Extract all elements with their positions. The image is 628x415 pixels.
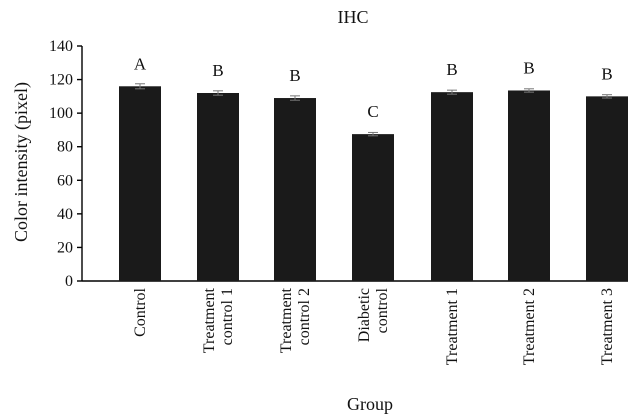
significance-label: A [134,54,147,73]
x-tick-label: Treatment 2 [521,288,538,365]
x-tick-label: control 2 [296,288,313,345]
x-tick-label: control 1 [219,288,236,345]
y-tick-label: 120 [49,72,73,89]
significance-label: B [289,66,300,85]
significance-label: C [367,102,378,121]
chart-title: IHC [338,7,369,27]
y-tick-label: 60 [57,172,73,189]
bar [586,96,628,281]
significance-label: B [212,61,223,80]
bar [197,93,239,281]
significance-label: B [601,64,612,83]
bar [431,92,473,282]
bar [352,134,394,281]
y-tick-label: 140 [49,38,73,55]
significance-label: B [523,58,534,77]
x-tick-label: Treatment 1 [444,288,461,365]
y-tick-label: 80 [57,139,73,156]
x-axis-label: Group [347,394,393,414]
bar [119,86,161,282]
x-tick-label: Diabetic [356,288,373,342]
x-tick-label: Treatment 3 [599,288,616,365]
bar [274,98,316,282]
bar [508,90,550,281]
significance-label: B [446,60,457,79]
x-tick-label: Treatment [278,287,295,353]
x-tick-label: Treatment [201,287,218,353]
y-tick-label: 100 [49,105,73,122]
y-axis-label: Color intensity (pixel) [11,82,32,242]
y-tick-label: 20 [57,239,73,256]
x-tick-label: control [374,287,391,333]
y-tick-label: 40 [57,206,73,223]
x-tick-label: Control [132,287,149,336]
y-tick-label: 0 [65,273,73,290]
